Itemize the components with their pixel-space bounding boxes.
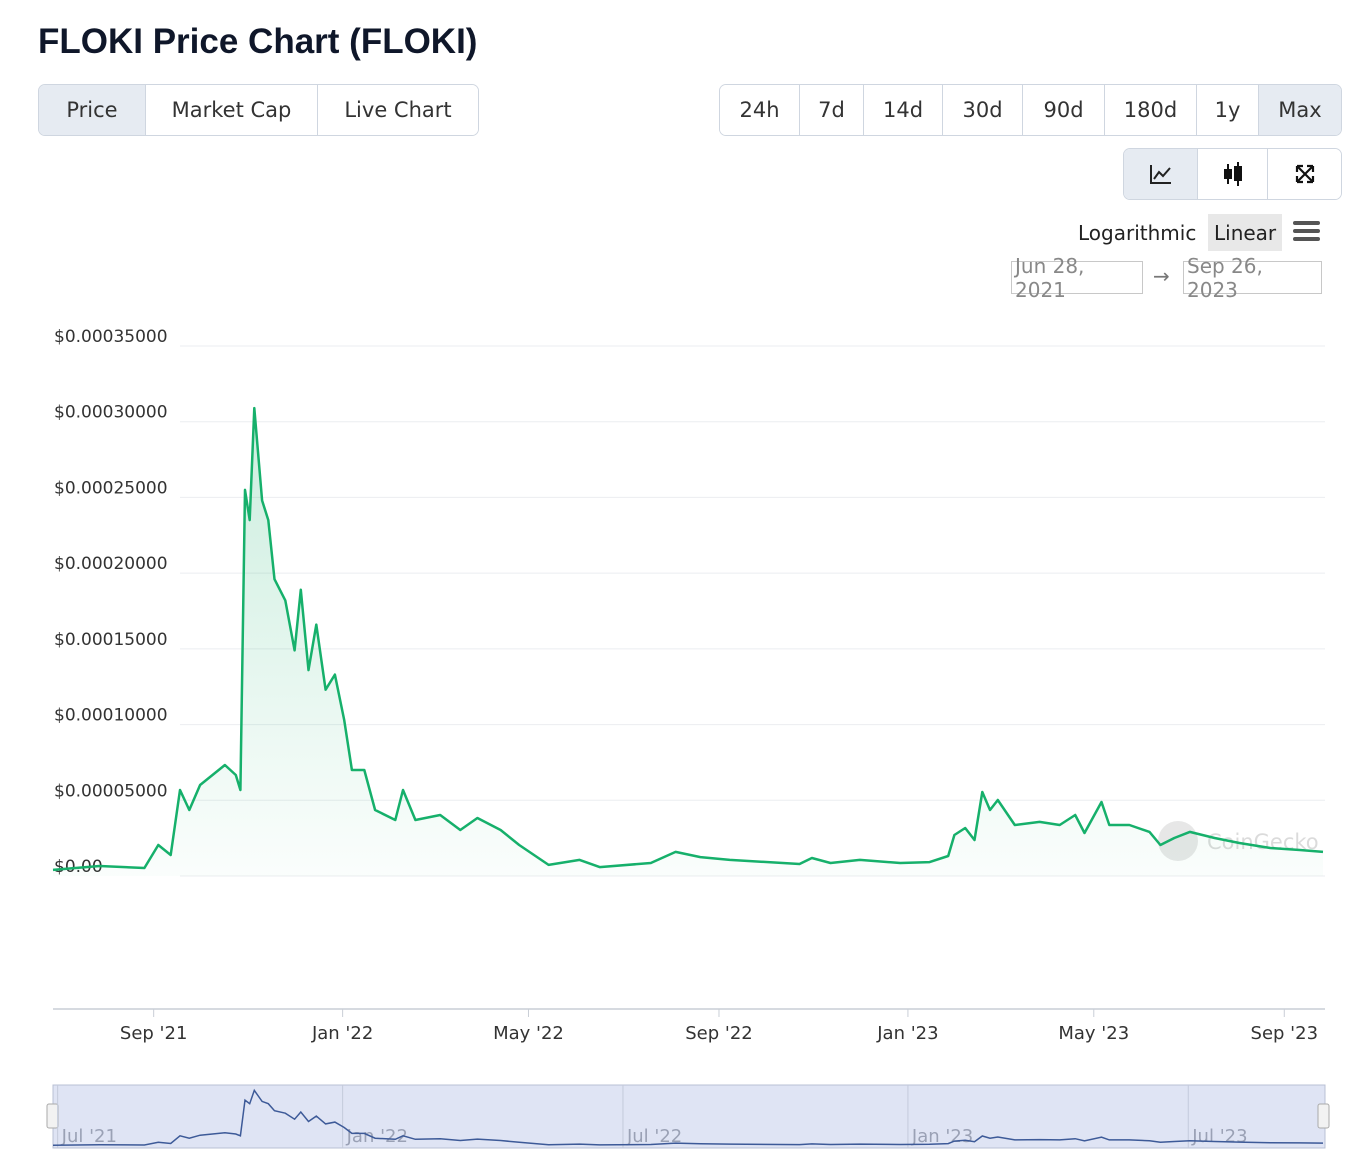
chart-type-group <box>1123 148 1342 200</box>
range-button[interactable]: 90d <box>1023 85 1105 135</box>
range-group: 24h 7d 14d 30d 90d 180d 1y Max <box>719 84 1342 136</box>
y-tick-label: $0.00025000 <box>54 478 168 498</box>
scale-option[interactable]: Logarithmic <box>1078 220 1197 245</box>
tab[interactable]: Market Cap <box>146 85 318 135</box>
range-button[interactable]: 14d <box>864 85 943 135</box>
y-tick-label: $0.00030000 <box>54 403 168 423</box>
menu-icon[interactable] <box>1292 220 1322 244</box>
range-button[interactable]: 24h <box>720 85 800 135</box>
x-tick-label: Jan '23 <box>876 1023 938 1044</box>
x-tick-label: Sep '23 <box>1251 1023 1319 1044</box>
x-tick-label: Sep '21 <box>120 1023 188 1044</box>
navigator-tick-label: Jan '23 <box>911 1126 973 1147</box>
range-button[interactable]: 180d <box>1105 85 1197 135</box>
tab[interactable]: Price <box>39 85 146 135</box>
navigator-tick-label: Jul '22 <box>626 1126 682 1147</box>
range-button[interactable]: 7d <box>800 85 864 135</box>
x-tick-label: Sep '22 <box>685 1023 753 1044</box>
x-tick-label: May '22 <box>493 1023 564 1044</box>
price-line <box>52 406 1324 872</box>
navigator-tick-label: Jan '22 <box>346 1126 408 1147</box>
page-title: FLOKI Price Chart (FLOKI) <box>38 22 478 61</box>
y-tick-label: $0.00005000 <box>54 781 168 801</box>
y-tick-label: $0.00035000 <box>54 327 168 347</box>
y-tick-label: $0.00010000 <box>54 706 168 726</box>
navigator-handle[interactable] <box>46 1103 59 1129</box>
range-button[interactable]: 30d <box>943 85 1023 135</box>
navigator[interactable] <box>52 1084 1326 1149</box>
navigator-tick-label: Jul '23 <box>1191 1126 1247 1147</box>
tab-group: Price Market Cap Live Chart <box>38 84 479 136</box>
line-chart-button[interactable] <box>1124 149 1198 199</box>
x-tick-label: Jan '22 <box>311 1023 373 1044</box>
expand-icon <box>1295 164 1314 184</box>
y-tick-label: $0.00020000 <box>54 554 168 574</box>
tab[interactable]: Live Chart <box>318 85 478 135</box>
candle-icon <box>1223 162 1242 186</box>
price-area <box>53 408 1323 876</box>
date-to[interactable]: Sep 26, 2023 <box>1183 254 1322 302</box>
navigator-tick-label: Jul '21 <box>61 1126 117 1147</box>
navigator-line <box>52 1088 1324 1147</box>
scale-option[interactable]: Linear <box>1208 214 1283 251</box>
date-separator: → <box>1153 264 1170 288</box>
range-button[interactable]: Max <box>1259 85 1341 135</box>
navigator-handle[interactable] <box>1317 1103 1330 1129</box>
chart: CoinGecko $0.00$0.00005000$0.00010000$0.… <box>46 327 1330 1149</box>
candle-chart-button[interactable] <box>1198 149 1268 199</box>
y-tick-label: $0.00015000 <box>54 630 168 650</box>
x-tick-label: May '23 <box>1058 1023 1129 1044</box>
date-from[interactable]: Jun 28, 2021 <box>1011 254 1143 302</box>
line-icon <box>1149 165 1171 184</box>
fullscreen-button[interactable] <box>1268 149 1341 199</box>
range-button[interactable]: 1y <box>1197 85 1259 135</box>
